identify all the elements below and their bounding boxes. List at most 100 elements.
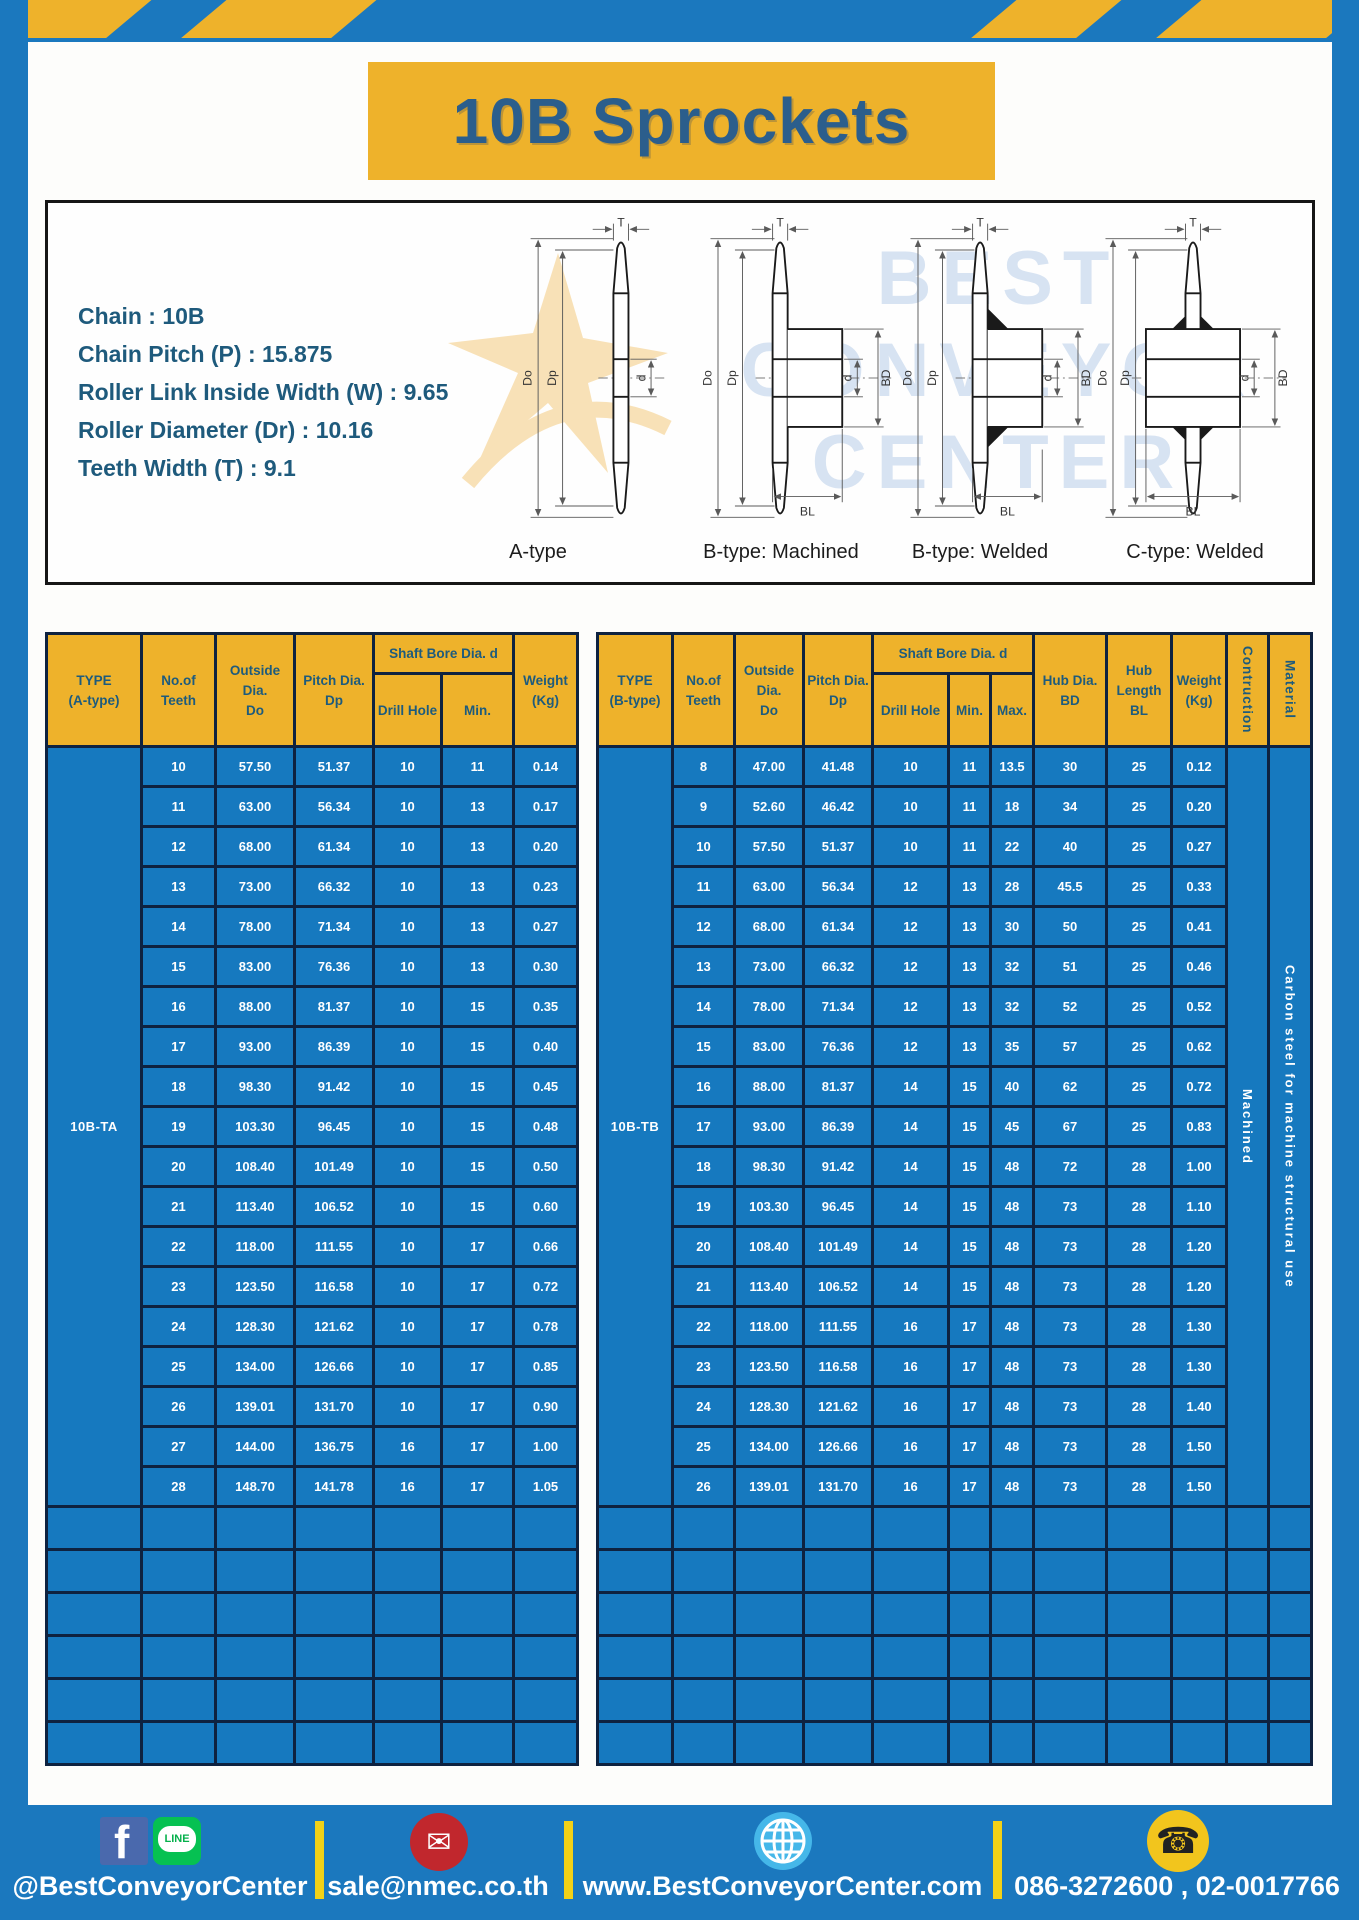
data-cell: 10 — [372, 945, 443, 988]
empty-cell — [988, 1720, 1036, 1766]
data-cell: 106.52 — [802, 1265, 874, 1308]
data-cell: 57 — [1032, 1025, 1109, 1068]
spec-line-roller-diameter: Roller Diameter (Dr) : 10.16 — [78, 417, 374, 443]
data-cell: 10 — [140, 745, 217, 788]
empty-cell — [372, 1634, 443, 1680]
data-cell: 13 — [947, 1025, 992, 1068]
data-cell: 17 — [947, 1465, 992, 1508]
data-cell: 0.83 — [1170, 1105, 1229, 1148]
data-cell: 16 — [871, 1425, 950, 1468]
data-cell: 61.34 — [293, 825, 375, 868]
data-cell: 22 — [988, 825, 1036, 868]
data-cell: 35 — [988, 1025, 1036, 1068]
data-cell: 24 — [140, 1305, 217, 1348]
header-hub-length: Hub Length BL — [1105, 632, 1174, 748]
table-row: 21 113.40 106.52 10 15 0.60 — [47, 1185, 580, 1228]
header-material: Material — [1267, 632, 1314, 748]
data-cell: 14 — [871, 1105, 950, 1148]
header-shaft-bore: Shaft Bore Dia. d — [371, 632, 516, 675]
empty-cell — [1267, 1505, 1314, 1551]
empty-cell — [140, 1677, 217, 1723]
data-cell: 1.10 — [1170, 1185, 1229, 1228]
data-cell: 10 — [372, 1305, 443, 1348]
data-cell: 32 — [988, 985, 1036, 1028]
data-cell: 0.78 — [512, 1305, 580, 1348]
data-cell: 1.00 — [512, 1425, 580, 1468]
data-cell: 0.50 — [512, 1145, 580, 1188]
table-row: 22 118.00 111.55 16 17 48 73 28 1.30 — [598, 1305, 1312, 1348]
svg-text:BD: BD — [1079, 369, 1093, 386]
spec-line-teeth-width: Teeth Width (T) : 9.1 — [78, 455, 296, 481]
data-cell: 108.40 — [214, 1145, 296, 1188]
table-row: 11 63.00 56.34 12 13 28 45.5 25 0.33 — [598, 865, 1312, 908]
data-cell: 0.14 — [512, 745, 580, 788]
empty-cell — [439, 1634, 516, 1680]
spec-line-pitch: Chain Pitch (P) : 15.875 — [78, 341, 333, 367]
data-cell: 23 — [671, 1345, 736, 1388]
data-cell: 28 — [1105, 1265, 1174, 1308]
data-cell: 28 — [988, 865, 1036, 908]
empty-cell — [512, 1634, 580, 1680]
empty-cell — [671, 1720, 736, 1766]
table-row: 21 113.40 106.52 14 15 48 73 28 1.20 — [598, 1265, 1312, 1308]
empty-cell — [1032, 1677, 1109, 1723]
empty-row — [596, 1634, 1314, 1680]
empty-cell — [1105, 1505, 1174, 1551]
data-cell: 16 — [671, 1065, 736, 1108]
empty-cell — [733, 1548, 805, 1594]
data-cell: 86.39 — [293, 1025, 375, 1068]
data-cell: 27 — [140, 1425, 217, 1468]
svg-text:Do: Do — [900, 370, 914, 386]
data-cell: 10 — [372, 865, 443, 908]
data-cell: 11 — [140, 785, 217, 828]
data-cell: 16 — [871, 1385, 950, 1428]
data-cell: 134.00 — [733, 1425, 805, 1468]
empty-cell — [1170, 1677, 1229, 1723]
data-cell: 16 — [871, 1345, 950, 1388]
data-cell: 118.00 — [733, 1305, 805, 1348]
empty-cell — [1105, 1720, 1174, 1766]
data-cell: 83.00 — [733, 1025, 805, 1068]
data-cell: 17 — [439, 1265, 516, 1308]
empty-cell — [1267, 1591, 1314, 1637]
data-cell: 73 — [1032, 1185, 1109, 1228]
data-cell: 28 — [1105, 1425, 1174, 1468]
empty-cell — [1105, 1677, 1174, 1723]
data-cell: 98.30 — [214, 1065, 296, 1108]
empty-cell — [802, 1720, 874, 1766]
empty-cell — [1170, 1505, 1229, 1551]
empty-cell — [733, 1634, 805, 1680]
data-cell: 50 — [1032, 905, 1109, 948]
data-cell: 16 — [372, 1465, 443, 1508]
data-cell: 46.42 — [802, 785, 874, 828]
data-cell: 25 — [1105, 745, 1174, 788]
data-cell: 103.30 — [733, 1185, 805, 1228]
table-row: 26 139.01 131.70 16 17 48 73 28 1.50 — [598, 1465, 1312, 1508]
data-cell: 1.30 — [1170, 1345, 1229, 1388]
data-cell: 13 — [671, 945, 736, 988]
empty-cell — [671, 1505, 736, 1551]
data-cell: 101.49 — [802, 1225, 874, 1268]
contact-footer: f LINE @BestConveyorCenter ✉ sale@nmec.c… — [0, 1805, 1359, 1920]
data-cell: 103.30 — [214, 1105, 296, 1148]
empty-cell — [947, 1548, 992, 1594]
data-cell: 47.00 — [733, 745, 805, 788]
data-cell: 25 — [1105, 825, 1174, 868]
data-cell: 18 — [671, 1145, 736, 1188]
data-cell: 0.72 — [512, 1265, 580, 1308]
svg-text:d: d — [634, 374, 648, 381]
data-cell: 15 — [947, 1065, 992, 1108]
empty-cell — [140, 1591, 217, 1637]
data-cell: 12 — [140, 825, 217, 868]
data-cell: 10 — [372, 985, 443, 1028]
hazard-stripe — [971, 0, 1124, 38]
table-row: 18 98.30 91.42 14 15 48 72 28 1.00 — [598, 1145, 1312, 1188]
data-cell: 10 — [372, 1225, 443, 1268]
empty-cell — [947, 1591, 992, 1637]
data-cell: 139.01 — [214, 1385, 296, 1428]
empty-row — [45, 1548, 580, 1594]
data-cell: 63.00 — [214, 785, 296, 828]
empty-cell — [596, 1720, 674, 1766]
empty-cell — [671, 1634, 736, 1680]
empty-cell — [596, 1505, 674, 1551]
